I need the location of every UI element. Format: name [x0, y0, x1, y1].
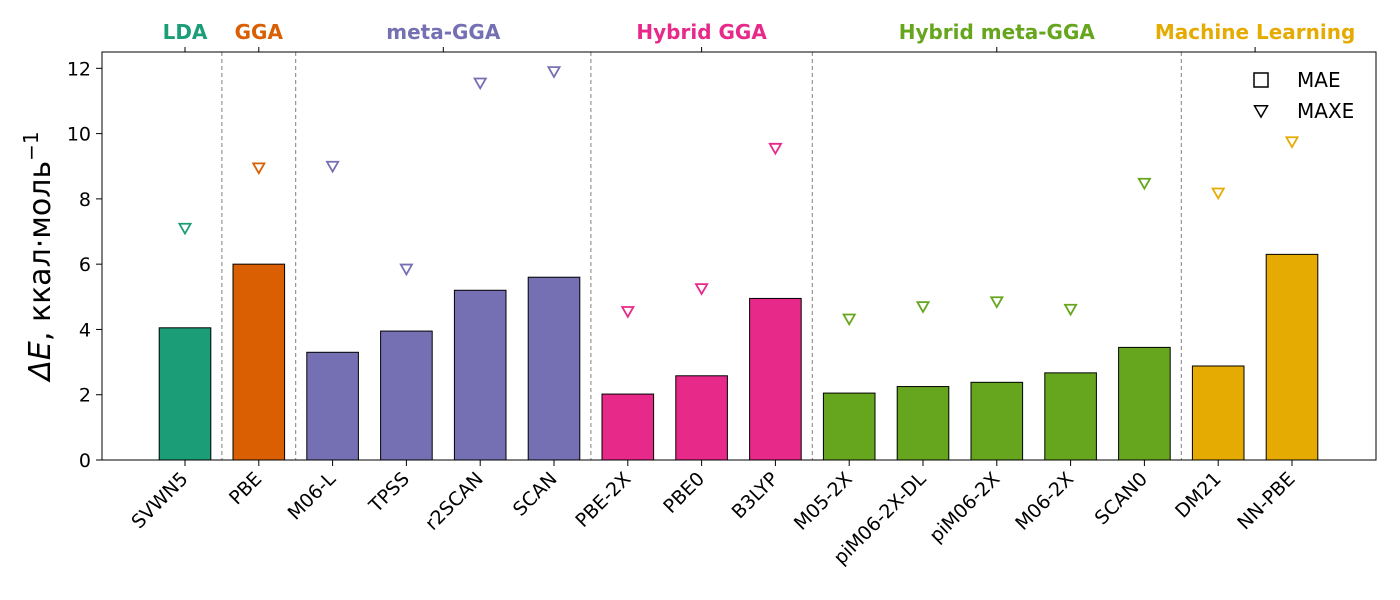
mae-bar: [232, 263, 286, 461]
bars: [158, 253, 1319, 461]
x-tick-label: M06-2X: [1011, 468, 1078, 535]
mae-bar: [822, 392, 876, 461]
legend-label: MAE: [1297, 68, 1341, 92]
x-tick-label: PBE: [225, 468, 266, 509]
x-tick-label: M06-L: [284, 468, 341, 525]
maxe-marker: [620, 306, 635, 319]
plot-frame: [101, 51, 1377, 461]
mae-bar: [158, 327, 212, 461]
x-tick-label: SVWN5: [127, 468, 192, 533]
maxe-marker: [1137, 177, 1152, 191]
maxe-marker: [473, 77, 488, 91]
maxe-marker: [1284, 136, 1300, 149]
y-axis-label: ΔE, ккал·моль−1: [19, 131, 58, 382]
group-label: Machine Learning: [1155, 20, 1355, 44]
x-tick-label: M05-2X: [790, 468, 857, 535]
y-axis: 0 2 4 6 8 10 12: [67, 58, 102, 472]
x-tick-label: piM06-2X: [925, 468, 1004, 547]
group-label: Hybrid meta-GGA: [899, 20, 1096, 44]
maxe-marker: [842, 313, 857, 327]
x-axis: SVWN5 PBE M06-L TPSS r2SCAN SCAN PBE-2X PBE0 B3L…: [127, 460, 1300, 569]
maxe-marker: [989, 296, 1004, 309]
maxe-markers: [177, 66, 1300, 327]
x-tick-label: DM21: [1171, 468, 1226, 523]
group-labels: LDA GGA meta-GGA Hybrid GGA Hybrid meta-GGA M…: [163, 20, 1355, 52]
maxe-marker: [1063, 303, 1078, 317]
maxe-marker: [177, 222, 193, 236]
legend-label: MAXE: [1297, 99, 1354, 123]
y-tick-label: 0: [79, 450, 91, 472]
x-tick-label: B3LYP: [728, 468, 783, 523]
maxe-marker: [694, 283, 709, 296]
mae-bar: [675, 375, 728, 461]
y-tick-label: 10: [67, 124, 91, 146]
group-label: Hybrid GGA: [636, 20, 767, 44]
mae-bar: [453, 289, 507, 461]
x-tick-label: PBE0: [659, 468, 709, 518]
legend-triangle-marker: [1253, 105, 1269, 119]
mae-bar: [896, 386, 950, 461]
group-label: meta-GGA: [386, 20, 501, 44]
mae-bar: [749, 297, 802, 461]
maxe-marker: [546, 66, 562, 79]
maxe-marker: [1211, 187, 1226, 201]
y-axis-label-unit: , ккал·моль: [23, 161, 58, 341]
maxe-marker: [915, 301, 931, 314]
group-label: LDA: [163, 20, 208, 44]
maxe-marker: [325, 160, 340, 174]
group-separators: [221, 52, 1182, 460]
mae-bar: [1118, 346, 1171, 461]
x-tick-label: SCAN: [509, 468, 562, 521]
legend-square-marker: [1253, 72, 1269, 88]
y-tick-label: 6: [79, 254, 91, 276]
mae-bar: [380, 330, 433, 461]
mae-bar: [1044, 372, 1097, 461]
mae-bar: [970, 381, 1024, 461]
y-tick-label: 4: [79, 319, 91, 341]
x-tick-label: PBE-2X: [571, 468, 635, 532]
y-axis-label-symbol: ΔE: [23, 341, 58, 383]
legend: MAE MAXE: [1253, 68, 1354, 123]
mae-bar: [1265, 253, 1319, 461]
x-tick-label: NN-PBE: [1233, 468, 1299, 534]
maxe-marker: [399, 263, 414, 277]
x-tick-label: TPSS: [364, 468, 414, 518]
mae-bar: [306, 351, 359, 461]
mae-bar: [527, 276, 581, 461]
mae-bar: [1191, 365, 1245, 461]
y-tick-label: 2: [79, 385, 91, 407]
x-tick-label: r2SCAN: [421, 468, 488, 535]
mae-bar: [601, 393, 655, 461]
y-axis-label-exponent: −1: [19, 131, 43, 160]
group-label: GGA: [235, 20, 284, 44]
y-tick-label: 12: [67, 58, 91, 80]
y-tick-label: 8: [79, 189, 91, 211]
maxe-marker: [251, 162, 266, 176]
x-tick-label: SCAN0: [1091, 468, 1152, 529]
maxe-marker: [768, 142, 783, 156]
